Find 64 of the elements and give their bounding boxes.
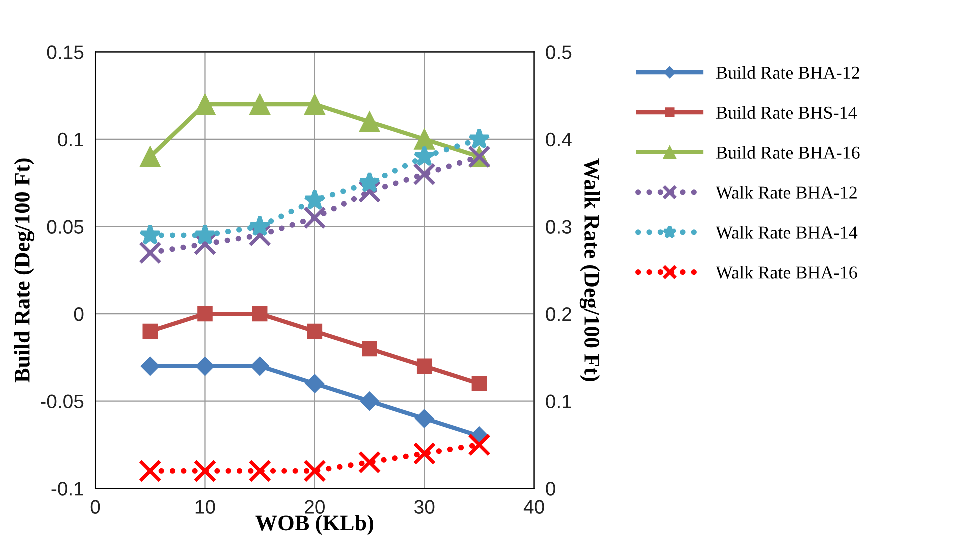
point — [252, 306, 268, 322]
legend-label: Walk Rate BHA-14 — [716, 226, 858, 239]
y2-tick-label: 0.4 — [546, 132, 572, 147]
legend-label: Build Rate BHA-12 — [716, 66, 860, 80]
point — [358, 172, 381, 193]
y2-tick-label: 0.2 — [546, 307, 572, 322]
point — [305, 374, 324, 394]
point — [358, 180, 382, 204]
y2-tick-label: 0.1 — [546, 394, 572, 409]
point — [359, 112, 380, 132]
point — [194, 224, 216, 246]
y-tick-label: 0 — [74, 307, 84, 322]
y2-tick-label: 0.5 — [546, 46, 572, 60]
legend-label: Walk Rate BHA-16 — [716, 266, 858, 279]
point — [194, 460, 217, 483]
point — [472, 376, 488, 392]
point — [198, 306, 213, 322]
point — [196, 356, 215, 376]
legend-label: Walk Rate BHA-12 — [716, 186, 857, 200]
legend-label: Build Rate BHA-16 — [716, 146, 860, 159]
point — [304, 189, 326, 210]
point — [307, 324, 323, 340]
x-tick-label: 40 — [524, 500, 544, 514]
point — [360, 392, 380, 411]
x-tick-label: 20 — [305, 500, 325, 514]
point — [304, 94, 326, 115]
point — [413, 442, 436, 466]
y2-tick-label: 0.3 — [546, 220, 572, 234]
y-axis-title: Build Rate (Deg/100 Ft) — [14, 158, 35, 383]
point — [415, 409, 434, 428]
x-tick-label: 30 — [414, 500, 435, 514]
point — [138, 460, 162, 483]
point — [413, 162, 436, 186]
y-tick-label: 0.15 — [47, 46, 84, 60]
point — [468, 128, 490, 150]
point — [139, 224, 162, 246]
point — [248, 224, 272, 247]
point — [362, 341, 378, 357]
point — [416, 358, 432, 374]
x-tick-label: 0 — [90, 500, 100, 514]
point — [250, 356, 270, 376]
point — [414, 129, 436, 150]
point — [303, 460, 326, 483]
point — [414, 145, 436, 167]
x-axis-title: WOB (KLb) — [256, 515, 374, 536]
point — [250, 94, 270, 115]
y-tick-label: 0.1 — [58, 132, 84, 147]
point — [358, 450, 382, 474]
point — [138, 241, 162, 264]
point — [249, 215, 272, 236]
y2-axis-title: Walk Rate (Deg/100 Ft) — [580, 158, 600, 382]
point — [303, 206, 326, 230]
point — [140, 146, 161, 168]
y-tick-label: -0.05 — [40, 394, 84, 409]
point — [140, 356, 160, 376]
point — [142, 324, 158, 340]
point — [248, 460, 272, 483]
legend-label: Build Rate BHS-14 — [716, 106, 858, 119]
y-tick-label: 0.05 — [47, 220, 84, 234]
point — [468, 434, 491, 456]
y2-tick-label: 0 — [546, 482, 556, 496]
point — [194, 232, 217, 256]
x-tick-label: 10 — [196, 500, 216, 514]
y-tick-label: -0.1 — [52, 482, 84, 496]
